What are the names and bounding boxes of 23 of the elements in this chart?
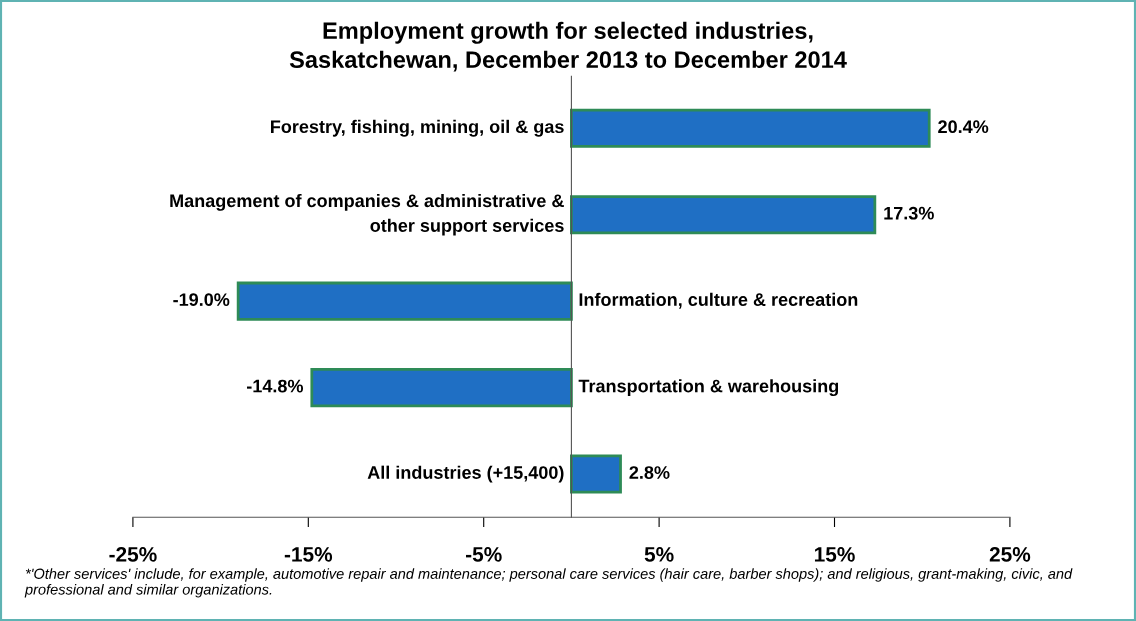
bar bbox=[310, 368, 573, 408]
x-tick-label: 5% bbox=[644, 547, 674, 562]
data-label: 2.8% bbox=[629, 466, 670, 479]
data-label: -14.8% bbox=[246, 379, 304, 393]
chart-title: Employment growth for selected industries, Saskatchewan, December 2013 to December 2014 bbox=[289, 21, 847, 72]
x-tick-label: -5% bbox=[466, 547, 502, 562]
data-label: 17.3% bbox=[884, 206, 934, 220]
bar bbox=[570, 195, 877, 235]
bar bbox=[570, 108, 931, 148]
y-tick-label: All industries (+15,400) bbox=[367, 465, 564, 483]
x-tick-label: 25% bbox=[989, 547, 1031, 562]
bar bbox=[570, 454, 622, 494]
text: *'Other services' include, for example, automotive repair and maintenance; personal care services (hair care, barber shops); and religious, grant-making, civic, and professional and similar organizations. bbox=[24, 568, 1073, 598]
bar bbox=[236, 281, 573, 321]
y-tick-label: Forestry, fishing, mining, oil & gas bbox=[271, 119, 564, 137]
data-label: -19.0% bbox=[173, 293, 230, 307]
y-tick-label: Transportation & warehousing bbox=[578, 379, 839, 397]
data-label: 20.4% bbox=[938, 120, 989, 134]
x-tick-label: -25% bbox=[109, 547, 157, 562]
x-tick-label: 15% bbox=[814, 547, 855, 562]
y-tick-label: Management of companies & administrative & other support services bbox=[170, 193, 564, 236]
x-tick-label: -15% bbox=[284, 547, 333, 562]
y-tick-label: Information, culture & recreation bbox=[579, 292, 858, 309]
